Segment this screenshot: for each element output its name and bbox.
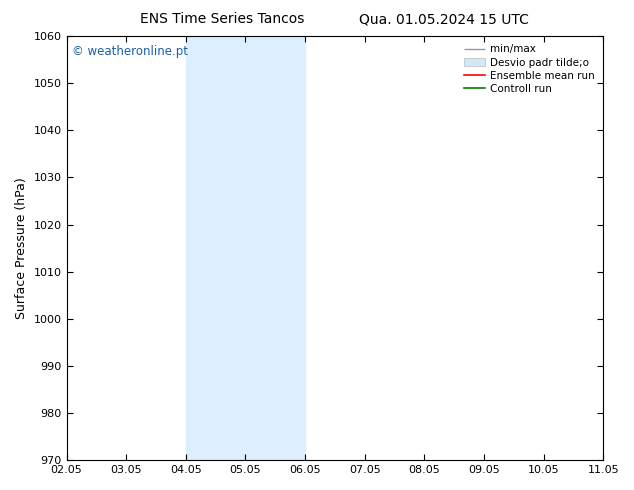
Text: ENS Time Series Tancos: ENS Time Series Tancos [139,12,304,26]
Text: © weatheronline.pt: © weatheronline.pt [72,45,188,58]
Y-axis label: Surface Pressure (hPa): Surface Pressure (hPa) [15,177,28,319]
Bar [603,36,633,460]
Text: Qua. 01.05.2024 15 UTC: Qua. 01.05.2024 15 UTC [359,12,529,26]
Legend: min/max, Desvio padr tilde;o, Ensemble mean run, Controll run: min/max, Desvio padr tilde;o, Ensemble m… [461,41,598,97]
Bar [186,36,305,460]
